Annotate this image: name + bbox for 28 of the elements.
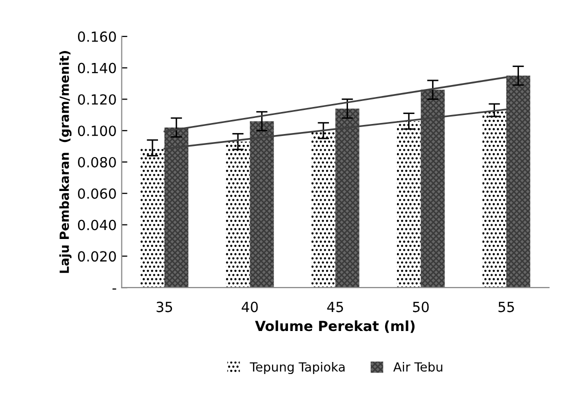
bar	[164, 127, 188, 288]
bar	[482, 110, 506, 288]
y-tick-label: 0.040	[78, 220, 116, 230]
bar	[250, 121, 274, 288]
y-tick-label: 0.080	[78, 156, 116, 168]
x-tick-label: 55	[498, 302, 514, 312]
bar	[335, 108, 360, 288]
y-tick-label: 0.020	[78, 251, 116, 262]
y-tick-label: 0.120	[78, 94, 116, 105]
x-tick-label: 45	[327, 302, 343, 312]
bar	[420, 90, 445, 288]
bar	[506, 76, 530, 288]
bar	[396, 121, 421, 288]
legend-label: Tepung Tapioka	[250, 362, 345, 374]
y-tick-label: 0.060	[78, 188, 116, 199]
y-axis-title: Laju Pembakaran (gram/menit)	[59, 50, 72, 273]
x-tick-label: 35	[156, 302, 172, 312]
bar	[140, 148, 164, 288]
y-tick-label: 0.140	[78, 62, 116, 74]
y-tick-label: -	[112, 288, 116, 290]
bar	[311, 130, 336, 288]
x-axis-title: Volume Perekat (ml)	[255, 320, 415, 333]
y-tick-label: 0.160	[78, 31, 116, 42]
y-tick-label: 0.100	[78, 126, 116, 136]
legend-label: Air Tebu	[393, 362, 442, 372]
x-tick-label: 50	[413, 302, 429, 312]
x-tick-label: 40	[242, 302, 258, 312]
bar	[226, 142, 250, 288]
